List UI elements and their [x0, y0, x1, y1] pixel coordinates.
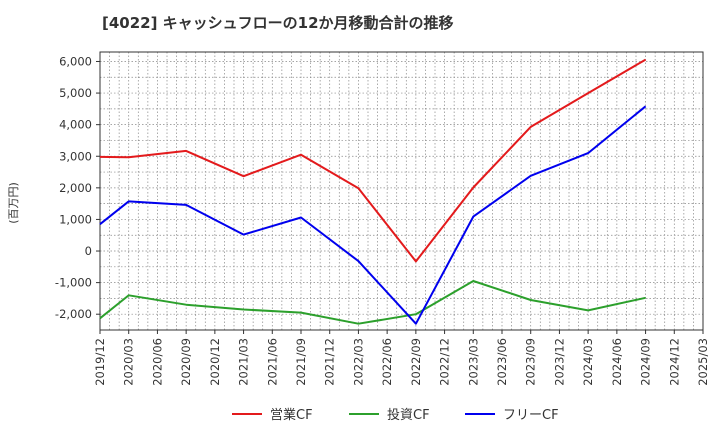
grid	[100, 52, 703, 331]
x-tick-label: 2023/03	[466, 338, 480, 386]
series-line-3	[99, 105, 647, 325]
y-tick-label: 3,000	[59, 149, 92, 163]
y-tick-label: 6,000	[59, 54, 92, 68]
y-tick-label: 5,000	[59, 86, 92, 100]
x-tick-label: 2023/09	[524, 338, 538, 386]
x-tick-label: 2022/06	[380, 338, 394, 386]
x-tick-label: 2023/12	[552, 338, 566, 386]
x-tick-label: 2024/12	[667, 338, 681, 386]
series-lines	[99, 58, 647, 325]
x-tick-label: 2021/09	[294, 338, 308, 386]
x-tick-label: 2020/12	[208, 338, 222, 386]
x-tick-label: 2022/12	[438, 338, 452, 386]
y-tick-label: -1,000	[55, 276, 92, 290]
x-tick-label: 2022/09	[409, 338, 423, 386]
plot-area	[99, 51, 704, 331]
x-tick-label: 2025/03	[696, 338, 710, 386]
series-line-2	[99, 280, 646, 325]
legend-label: 営業CF	[270, 407, 313, 423]
x-tick-label: 2024/06	[610, 338, 624, 386]
y-tick-label: 2,000	[59, 181, 92, 195]
x-tick-label: 2023/06	[495, 338, 509, 386]
y-axis: 6,000 5,000 4,000 3,000 2,000 1,000 0 -1,000 -2,…	[55, 54, 100, 321]
y-tick-label: -2,000	[55, 307, 92, 321]
x-tick-label: 2019/12	[93, 338, 107, 386]
x-tick-label: 2021/06	[265, 338, 279, 386]
x-tick-label: 2024/03	[581, 338, 595, 386]
chart-title: [4022] キャッシュフローの12か月移動合計の推移	[102, 14, 454, 32]
x-tick-label: 2020/03	[122, 338, 136, 386]
y-tick-label: 0	[85, 244, 92, 258]
y-axis-label: (百万円)	[7, 182, 20, 224]
series-line-1	[99, 58, 647, 263]
y-tick-label: 4,000	[59, 118, 92, 132]
x-tick-label: 2020/09	[179, 338, 193, 386]
legend: 営業CF 投資CF フリーCF	[232, 407, 559, 423]
legend-label: フリーCF	[503, 408, 559, 423]
x-tick-label: 2021/03	[237, 338, 251, 386]
x-tick-label: 2022/03	[351, 338, 365, 386]
y-tick-label: 1,000	[59, 212, 92, 226]
x-tick-label: 2021/12	[323, 338, 337, 386]
x-tick-label: 2020/06	[150, 338, 164, 386]
x-axis: 2019/12 2020/03 2020/06 2020/09 2020/12 2021/…	[93, 330, 710, 386]
x-tick-label: 2024/09	[639, 338, 653, 386]
legend-label: 投資CF	[387, 407, 430, 423]
